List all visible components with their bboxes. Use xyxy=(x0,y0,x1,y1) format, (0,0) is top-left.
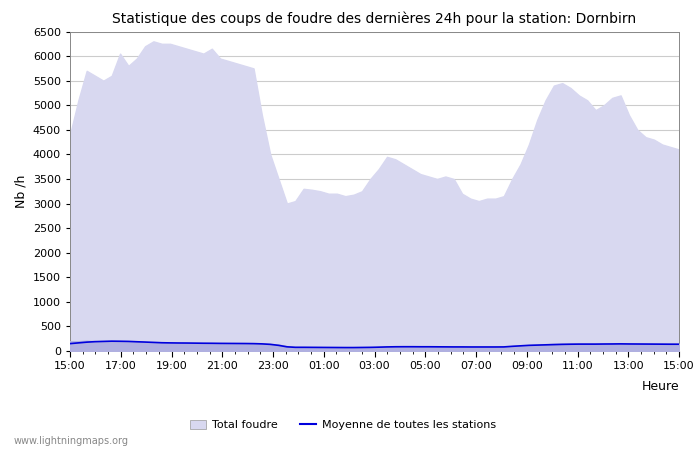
Title: Statistique des coups de foudre des dernières 24h pour la station: Dornbirn: Statistique des coups de foudre des dern… xyxy=(113,12,636,26)
Text: Heure: Heure xyxy=(641,380,679,393)
Legend: Foudre détectée par Dornbirn: Foudre détectée par Dornbirn xyxy=(186,447,382,450)
Text: www.lightningmaps.org: www.lightningmaps.org xyxy=(14,436,129,446)
Y-axis label: Nb /h: Nb /h xyxy=(14,175,27,208)
